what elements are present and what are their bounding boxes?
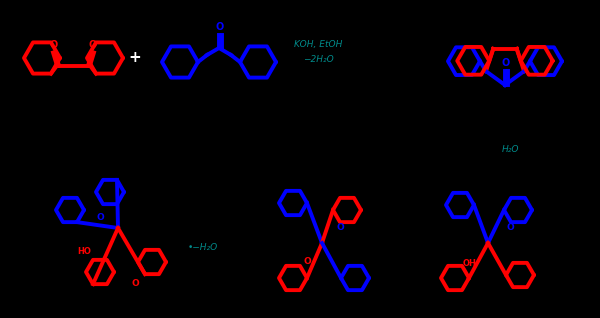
Text: HO: HO [77, 247, 91, 257]
Text: OH: OH [463, 259, 477, 267]
Text: O: O [89, 39, 97, 50]
Text: O: O [502, 58, 510, 68]
Text: O: O [303, 258, 311, 266]
Text: O: O [216, 22, 224, 32]
Text: O: O [131, 279, 139, 287]
Text: −2H₂O: −2H₂O [302, 56, 334, 65]
Text: O: O [50, 39, 58, 50]
Text: O: O [336, 224, 344, 232]
Text: KOH, EtOH: KOH, EtOH [294, 40, 342, 50]
Text: •−H₂O: •−H₂O [188, 244, 218, 252]
Text: O: O [506, 224, 514, 232]
Text: H₂O: H₂O [501, 146, 519, 155]
Text: O: O [96, 213, 104, 223]
Text: +: + [128, 51, 142, 66]
